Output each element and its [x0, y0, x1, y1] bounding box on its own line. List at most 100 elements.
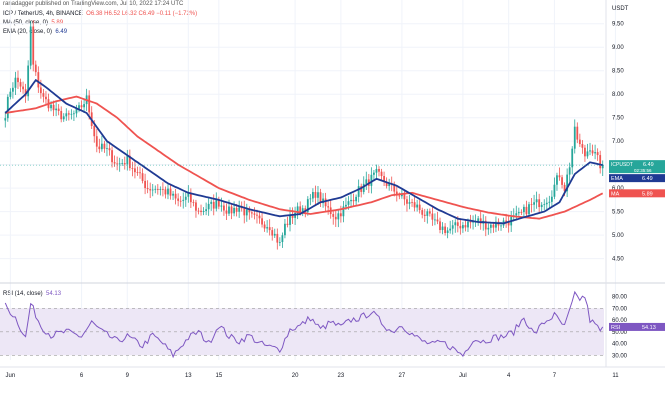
candle	[70, 113, 73, 115]
candle	[179, 200, 182, 202]
candle	[324, 198, 327, 207]
candle	[220, 205, 223, 207]
candle	[431, 213, 434, 220]
candle	[373, 172, 375, 175]
ma-50-line	[5, 95, 604, 220]
rsi-tick-label: 70.00	[612, 306, 628, 312]
candle	[563, 184, 566, 192]
candle	[454, 222, 457, 226]
candle	[581, 144, 584, 148]
candle	[334, 216, 337, 220]
candle	[65, 113, 68, 117]
rsi-line	[4, 290, 604, 359]
candle	[355, 196, 358, 202]
time-tick-label: 6	[80, 373, 84, 379]
rsi-tick-label: 40.00	[612, 342, 628, 348]
candle	[235, 207, 238, 212]
candle	[535, 199, 538, 203]
candle	[103, 143, 106, 149]
rsi-tag-label-box	[609, 322, 665, 331]
candle	[217, 200, 220, 207]
candle	[520, 212, 523, 213]
candle	[134, 168, 136, 173]
rsi-tick-label: 50.00	[612, 330, 628, 336]
candle	[123, 163, 126, 165]
candle	[184, 196, 187, 200]
symbol-title[interactable]: ICP / TetherUS, 4h, BINANCE	[3, 11, 83, 17]
candle	[131, 168, 134, 169]
candle	[210, 201, 213, 204]
candle	[128, 155, 131, 169]
candle	[578, 139, 581, 145]
candle	[207, 203, 210, 210]
candle	[449, 228, 452, 231]
candle	[106, 148, 108, 149]
candle	[342, 206, 345, 217]
time-tick-label: 9	[126, 373, 130, 379]
candle	[215, 200, 218, 209]
candle	[256, 214, 258, 216]
candle	[126, 155, 129, 165]
candle	[350, 199, 352, 202]
publisher-line: ranadagger published on TradingView.com,…	[3, 1, 184, 7]
candle	[418, 204, 421, 211]
candle	[67, 113, 70, 115]
candle	[39, 87, 42, 94]
candle	[144, 180, 147, 189]
candle	[406, 199, 408, 204]
candle	[393, 184, 396, 192]
candle	[477, 218, 480, 222]
ma-legend[interactable]: MA (50, close, 0) 5.89	[3, 19, 63, 28]
candle	[545, 202, 548, 205]
candle	[375, 168, 378, 173]
candle	[278, 242, 281, 243]
candle	[311, 192, 314, 199]
candle	[456, 222, 459, 226]
candle	[233, 207, 235, 214]
candle	[248, 209, 251, 213]
candle	[515, 213, 518, 216]
candle	[29, 26, 32, 66]
candle	[319, 192, 322, 204]
candle	[200, 210, 202, 213]
candle	[472, 221, 474, 223]
candle	[459, 225, 462, 229]
candle	[174, 193, 177, 199]
candle	[245, 209, 248, 216]
candle	[88, 95, 91, 113]
candle	[439, 221, 441, 231]
candle	[113, 162, 116, 164]
ema-tag-value: 6.49	[642, 176, 653, 182]
candle	[566, 174, 569, 192]
candle	[19, 82, 22, 87]
candle	[139, 172, 141, 174]
candle	[528, 204, 530, 215]
candle	[167, 188, 169, 195]
candle	[550, 196, 553, 202]
symbol-legend: ICP / TetherUS, 4h, BINANCE O6.38 H6.52 …	[3, 10, 197, 19]
candle	[253, 213, 256, 215]
candle	[172, 193, 174, 196]
ema-legend[interactable]: EMA (20, close, 0) 6.49	[3, 28, 67, 37]
candle	[164, 189, 167, 195]
candle	[136, 172, 139, 173]
candle	[408, 202, 411, 204]
candle	[261, 218, 263, 225]
price-tag-box	[609, 160, 665, 174]
candle	[500, 225, 502, 227]
time-tick-label: 23	[338, 373, 345, 379]
candle	[286, 223, 289, 225]
candle	[451, 225, 454, 229]
candle	[467, 221, 469, 228]
candle	[34, 64, 37, 73]
time-tick-label: Jul	[459, 373, 467, 379]
candle	[273, 233, 276, 236]
ohlc-values: O6.38 H6.52 L6.32 C6.49 −0.11 (−1.72%)	[86, 11, 198, 17]
candle	[169, 188, 172, 196]
price-tick-label: 5.00	[612, 233, 624, 239]
candle	[571, 148, 574, 168]
rsi-legend[interactable]: RSI (14, close) 54.13	[3, 290, 61, 299]
price-tick-label: 7.00	[612, 139, 624, 145]
candle	[37, 72, 40, 88]
